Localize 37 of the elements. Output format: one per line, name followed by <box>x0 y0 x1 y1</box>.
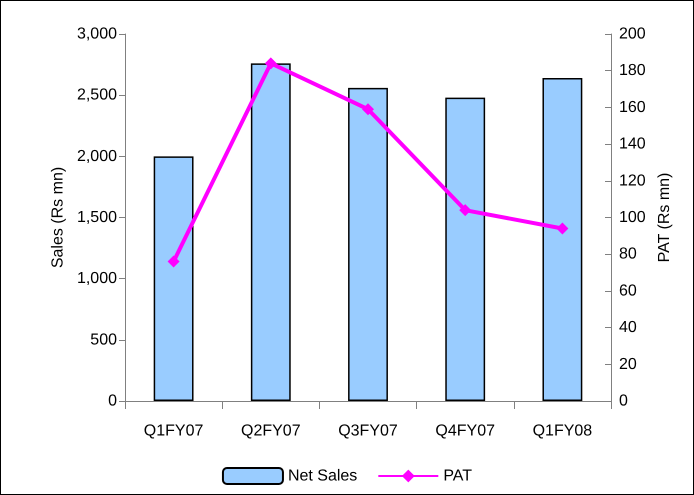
bar <box>250 63 291 401</box>
y2-tick-label: 120 <box>619 172 646 190</box>
point <box>168 256 180 268</box>
point <box>362 103 374 116</box>
legend-label: Net Sales <box>288 468 358 484</box>
y2-tick-label: 180 <box>619 62 646 80</box>
y2-tick-label: 20 <box>619 356 637 373</box>
legend-label: PAT <box>443 468 472 484</box>
y2-tick-label: 80 <box>619 246 637 263</box>
x-tick-label: Q4FY07 <box>435 422 496 440</box>
bar <box>154 156 194 401</box>
y-tick-label: 0 <box>108 392 118 410</box>
y2-tick-label: 60 <box>619 282 637 300</box>
y-tick-label: 2,500 <box>76 86 118 104</box>
y-tick-label: 1,500 <box>76 209 118 226</box>
x-tick-label: Q3FY07 <box>338 422 398 440</box>
point <box>459 204 472 216</box>
point <box>264 57 277 70</box>
y2-tick-label: 40 <box>619 319 637 336</box>
x-tick-label: Q1FY08 <box>532 422 592 440</box>
x-tick-label: Q2FY07 <box>241 422 301 440</box>
y2-tick-label: 0 <box>619 392 628 410</box>
bar <box>445 98 486 401</box>
y-tick-label: 1,000 <box>76 270 118 288</box>
y-tick-label: 3,000 <box>76 26 118 42</box>
y2-tick-label: 200 <box>619 26 646 42</box>
y-tick-label: 2,000 <box>76 148 118 165</box>
bar <box>348 88 388 401</box>
y-tick-label: 500 <box>90 331 118 348</box>
point <box>556 222 568 235</box>
y-axis-title: Sales (Rs mn) <box>50 166 67 268</box>
y2-tick-label: 160 <box>619 98 646 116</box>
bar <box>542 78 582 401</box>
y2-tick-label: 100 <box>619 209 646 226</box>
y2-tick-label: 140 <box>619 136 646 153</box>
y2-axis-title: PAT (Rs mn) <box>656 172 674 262</box>
x-tick-label: Q1FY07 <box>144 422 204 440</box>
